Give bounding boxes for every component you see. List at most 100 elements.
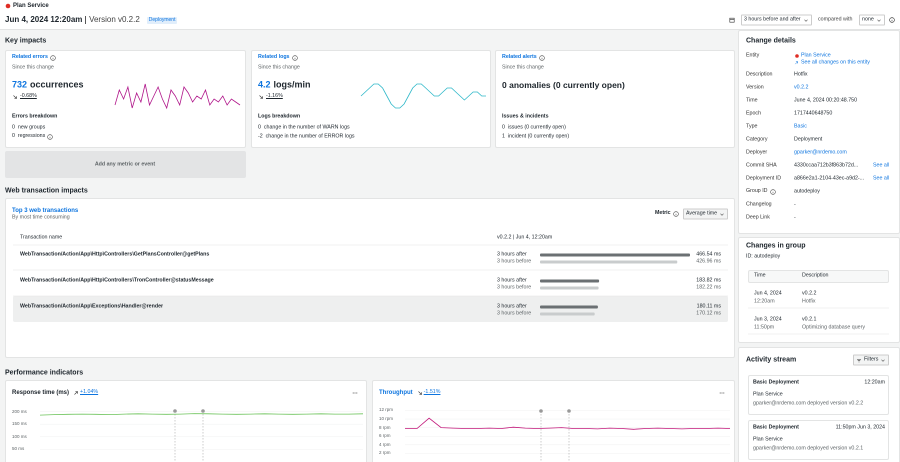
transaction-name[interactable]: WebTransaction/Action/App\Http\Controlle… bbox=[20, 251, 210, 258]
filters-button[interactable]: Filters bbox=[853, 354, 890, 366]
y-tick-label-group: 200 ms bbox=[12, 409, 27, 414]
detail-link[interactable]: Plan Service bbox=[801, 52, 831, 59]
badge: Deployment bbox=[146, 16, 178, 24]
compare-value[interactable]: none bbox=[862, 16, 874, 23]
add-metric-button[interactable] bbox=[5, 151, 246, 178]
breakdown-text: 0 regressions bbox=[12, 133, 46, 140]
change-time-group: 11:50pm bbox=[754, 325, 774, 331]
activity-type-group: Basic Deployment bbox=[753, 425, 799, 431]
detail-key-group: Deep Link bbox=[746, 215, 770, 221]
info-button[interactable] bbox=[889, 17, 895, 23]
activity-item[interactable] bbox=[748, 420, 889, 460]
time-range-picker[interactable] bbox=[729, 17, 735, 23]
breakdown-item: 1 incident (0 currently open) bbox=[502, 134, 569, 140]
activity-text-group: gparker@nrdemo.com deployed version v0.2… bbox=[753, 446, 863, 452]
activity-time: 12:20am bbox=[864, 379, 885, 386]
change-value: +1.04% bbox=[80, 389, 99, 396]
detail-key: Time bbox=[746, 97, 758, 104]
time-range[interactable]: 3 hours before and after bbox=[744, 16, 801, 23]
card-title[interactable]: Related logs bbox=[258, 54, 290, 61]
menu-button[interactable] bbox=[352, 390, 358, 396]
detail-action[interactable]: See all bbox=[873, 175, 890, 182]
detail-value-group: 1717440648750 bbox=[794, 111, 832, 117]
card bbox=[5, 198, 735, 358]
change-value: -0.68% bbox=[20, 93, 37, 100]
detail-key: Version bbox=[746, 84, 764, 91]
time-range-button[interactable]: 3 hours before and after bbox=[741, 14, 812, 26]
y-tick-label: 10 rpm bbox=[379, 415, 394, 421]
change-version-group: v0.2.2 bbox=[802, 291, 816, 297]
activity-text-group: gparker@nrdemo.com deployed version v0.2… bbox=[753, 401, 863, 407]
dot bbox=[356, 392, 358, 394]
compare-button[interactable]: none bbox=[859, 14, 885, 26]
detail-value-group: Hotfix bbox=[794, 72, 808, 78]
breakdown-item: 0 new groups bbox=[12, 124, 46, 131]
card-title-group: Related errors bbox=[12, 55, 56, 61]
section-title: Web transaction impacts bbox=[5, 187, 88, 195]
panel-title: Change details bbox=[746, 37, 796, 45]
breakdown-text: -2 change in the number of ERROR logs bbox=[258, 133, 355, 140]
y-tick-label-group: 150 ms bbox=[12, 420, 27, 427]
chart-title[interactable]: Throughput bbox=[379, 390, 413, 396]
panel-title-group: Activity stream bbox=[746, 357, 796, 364]
detail-value: autodeploy bbox=[794, 188, 820, 195]
metric-select[interactable]: Average time bbox=[683, 208, 729, 220]
ring bbox=[291, 55, 298, 61]
detail-value-group: June 4, 2024 00:20:48.750 bbox=[794, 98, 857, 104]
add-metric-group: Add any metric or event bbox=[95, 162, 185, 168]
detail-key: Epoch bbox=[746, 110, 762, 117]
title-row: Jun 4, 2024 12:20am Version v0.2.2 Deploym… bbox=[5, 16, 178, 24]
transaction-name[interactable]: WebTransaction/Action/App\Http\Controlle… bbox=[20, 277, 214, 284]
breakdown-item: -2 change in the number of ERROR logs bbox=[258, 133, 355, 140]
activity-time: 11:50pm Jun 3, 2024 bbox=[835, 424, 885, 431]
card-subtitle: Since this change bbox=[502, 64, 544, 71]
column-header-group: Description bbox=[802, 273, 829, 279]
after-value: 183.82 ms bbox=[696, 277, 721, 284]
count: 732 bbox=[12, 79, 28, 90]
filters-label[interactable]: Filters bbox=[864, 356, 879, 363]
breakdown-text: 0 new groups bbox=[12, 124, 46, 131]
card-title[interactable]: Related alerts bbox=[502, 54, 537, 61]
detail-link[interactable]: Basic bbox=[794, 123, 807, 130]
activity-entity-group: Plan Service bbox=[753, 437, 783, 443]
breakdown-title: Issues & incidents bbox=[502, 113, 549, 120]
column-header-group: Transaction name bbox=[20, 235, 62, 241]
summary-group: 0 anomalies (0 currently open) bbox=[502, 81, 625, 90]
service-name: Plan Service bbox=[13, 3, 49, 9]
before-label-group: 3 hours before bbox=[497, 311, 531, 317]
after-label: 3 hours after bbox=[497, 251, 527, 258]
change: -1.16% bbox=[258, 94, 283, 100]
detail-link[interactable]: gparker@nrdemo.com bbox=[794, 149, 847, 156]
y-tick-label: 4 rpm bbox=[379, 441, 391, 447]
y-tick-label: 8 rpm bbox=[379, 424, 391, 430]
transaction-name-group: WebTransaction/Action/App\Http\Controlle… bbox=[20, 251, 210, 258]
info-icon bbox=[539, 55, 545, 61]
transaction-name[interactable]: WebTransaction/Action/App\Exceptions\Han… bbox=[20, 303, 164, 310]
filter-stroke bbox=[857, 358, 861, 362]
card-title-group: Related logs bbox=[258, 55, 298, 61]
detail-action[interactable]: See all bbox=[873, 162, 890, 169]
down-icon bbox=[259, 95, 263, 99]
menu-button[interactable] bbox=[719, 390, 725, 396]
breakdown-item: 0 regressions bbox=[12, 134, 53, 140]
detail-sublink[interactable]: See all changes on this entity bbox=[801, 59, 870, 66]
info-icon bbox=[889, 17, 895, 23]
metric-value[interactable]: Average time bbox=[686, 210, 718, 217]
detail-link[interactable]: v0.2.2 bbox=[794, 84, 809, 91]
up-icon bbox=[74, 391, 78, 395]
activity-item[interactable] bbox=[748, 375, 889, 415]
down-icon bbox=[13, 95, 17, 99]
dot bbox=[354, 392, 356, 394]
chev-icon bbox=[877, 18, 881, 22]
after-label: 3 hours after bbox=[497, 277, 527, 284]
dot bbox=[352, 392, 354, 394]
detail-value-group: autodeploy bbox=[794, 188, 820, 195]
card-title[interactable]: Related errors bbox=[12, 54, 48, 61]
entity-link: Plan Service bbox=[801, 52, 831, 59]
add-metric[interactable]: Add any metric or event bbox=[94, 161, 156, 168]
list-title[interactable]: Top 3 web transactions bbox=[12, 208, 79, 214]
detail-key-group: Commit SHA bbox=[746, 163, 777, 169]
y-tick-label: 200 ms bbox=[12, 408, 27, 414]
y-tick-label: 150 ms bbox=[12, 420, 27, 426]
metric-label: Metric bbox=[655, 210, 671, 217]
